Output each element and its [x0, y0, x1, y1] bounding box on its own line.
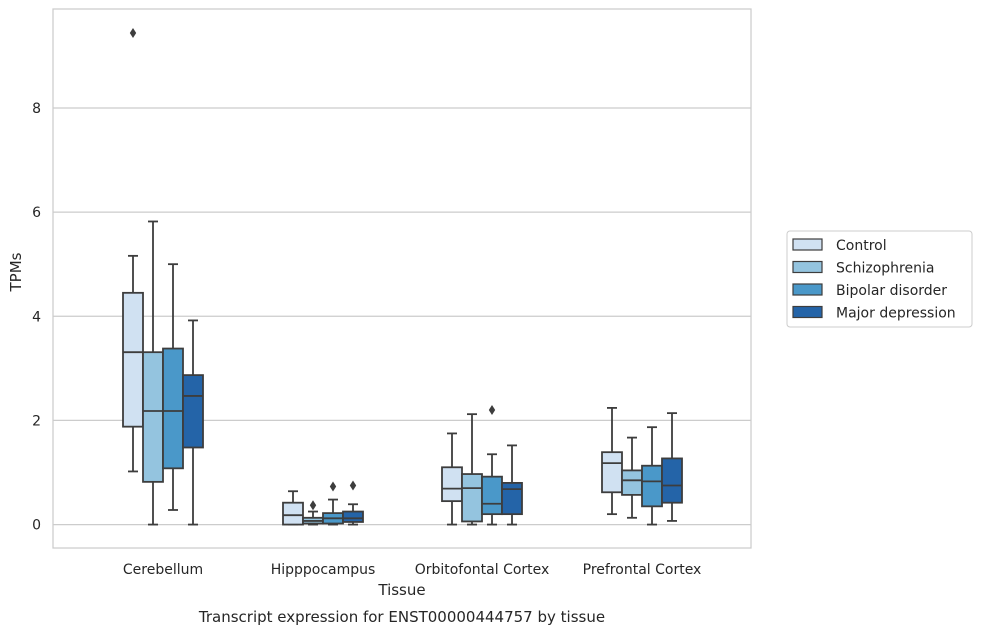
box-body: [282, 501, 304, 526]
box-body: [641, 464, 663, 508]
box-body: [441, 466, 463, 503]
y-tick-label: 8: [32, 101, 41, 117]
outlier-point: [488, 404, 496, 415]
box-body: [122, 291, 144, 428]
x-axis-ticks: Cerebellum Hipppocampus Orbitofontal Corte…: [123, 562, 701, 578]
box-body: [601, 451, 623, 494]
plot-frame: [52, 8, 752, 549]
legend: Control Schizophrenia Bipolar disorder Majo…: [786, 230, 973, 328]
box-bipolar-disorder-2: [481, 404, 503, 526]
legend-label: Major depression: [836, 306, 956, 322]
box-body: [182, 374, 204, 449]
legend-swatch: [792, 260, 823, 274]
box-control-3: [601, 407, 623, 516]
legend-swatch: [792, 305, 823, 319]
y-tick-label: 2: [32, 413, 41, 429]
x-tick-label: Prefrontal Cortex: [583, 562, 702, 578]
box-major-depression-2: [501, 444, 523, 526]
y-axis-ticks: 0 2 4 6 8: [32, 101, 41, 534]
y-tick-label: 6: [32, 205, 41, 221]
box-schizophrenia-2: [461, 413, 483, 526]
box-bipolar-disorder-0: [162, 263, 184, 511]
y-axis-title: TPMs: [7, 252, 25, 292]
x-tick-label: Cerebellum: [123, 562, 203, 578]
legend-swatch: [792, 238, 823, 251]
outlier-point: [329, 481, 337, 492]
box-schizophrenia-3: [621, 436, 643, 519]
box-schizophrenia-0: [142, 220, 164, 526]
box-major-depression-3: [661, 412, 683, 522]
outlier-point: [129, 27, 137, 38]
box-control-0: [122, 27, 144, 473]
box-body: [461, 473, 483, 523]
box-major-depression-0: [182, 319, 204, 526]
box-body: [621, 469, 643, 496]
box-body: [142, 351, 164, 483]
outlier-point: [349, 480, 357, 491]
legend-label: Schizophrenia: [836, 261, 934, 277]
box-body: [481, 475, 503, 516]
chart-caption: Transcript expression for ENST0000044475…: [198, 608, 605, 626]
box-body: [342, 510, 364, 523]
y-tick-label: 0: [32, 518, 41, 534]
box-major-depression-1: [342, 480, 364, 526]
x-tick-label: Hipppocampus: [271, 562, 376, 578]
x-axis-title: Tissue: [377, 581, 425, 599]
box-body: [501, 482, 523, 516]
box-body: [661, 457, 683, 504]
legend-swatch: [792, 283, 823, 296]
x-tick-label: Orbitofontal Cortex: [415, 562, 550, 578]
legend-label: Bipolar disorder: [836, 283, 947, 299]
outlier-point: [309, 500, 317, 511]
legend-label: Control: [836, 238, 887, 254]
box-bipolar-disorder-3: [641, 426, 663, 526]
legend-frame: [786, 230, 973, 328]
y-tick-label: 4: [32, 309, 41, 325]
box-control-1: [282, 490, 304, 526]
box-schizophrenia-1: [302, 500, 324, 526]
box-plot-series: [122, 27, 683, 526]
box-body: [162, 347, 184, 470]
box-bipolar-disorder-1: [322, 481, 344, 526]
box-control-2: [441, 432, 463, 526]
